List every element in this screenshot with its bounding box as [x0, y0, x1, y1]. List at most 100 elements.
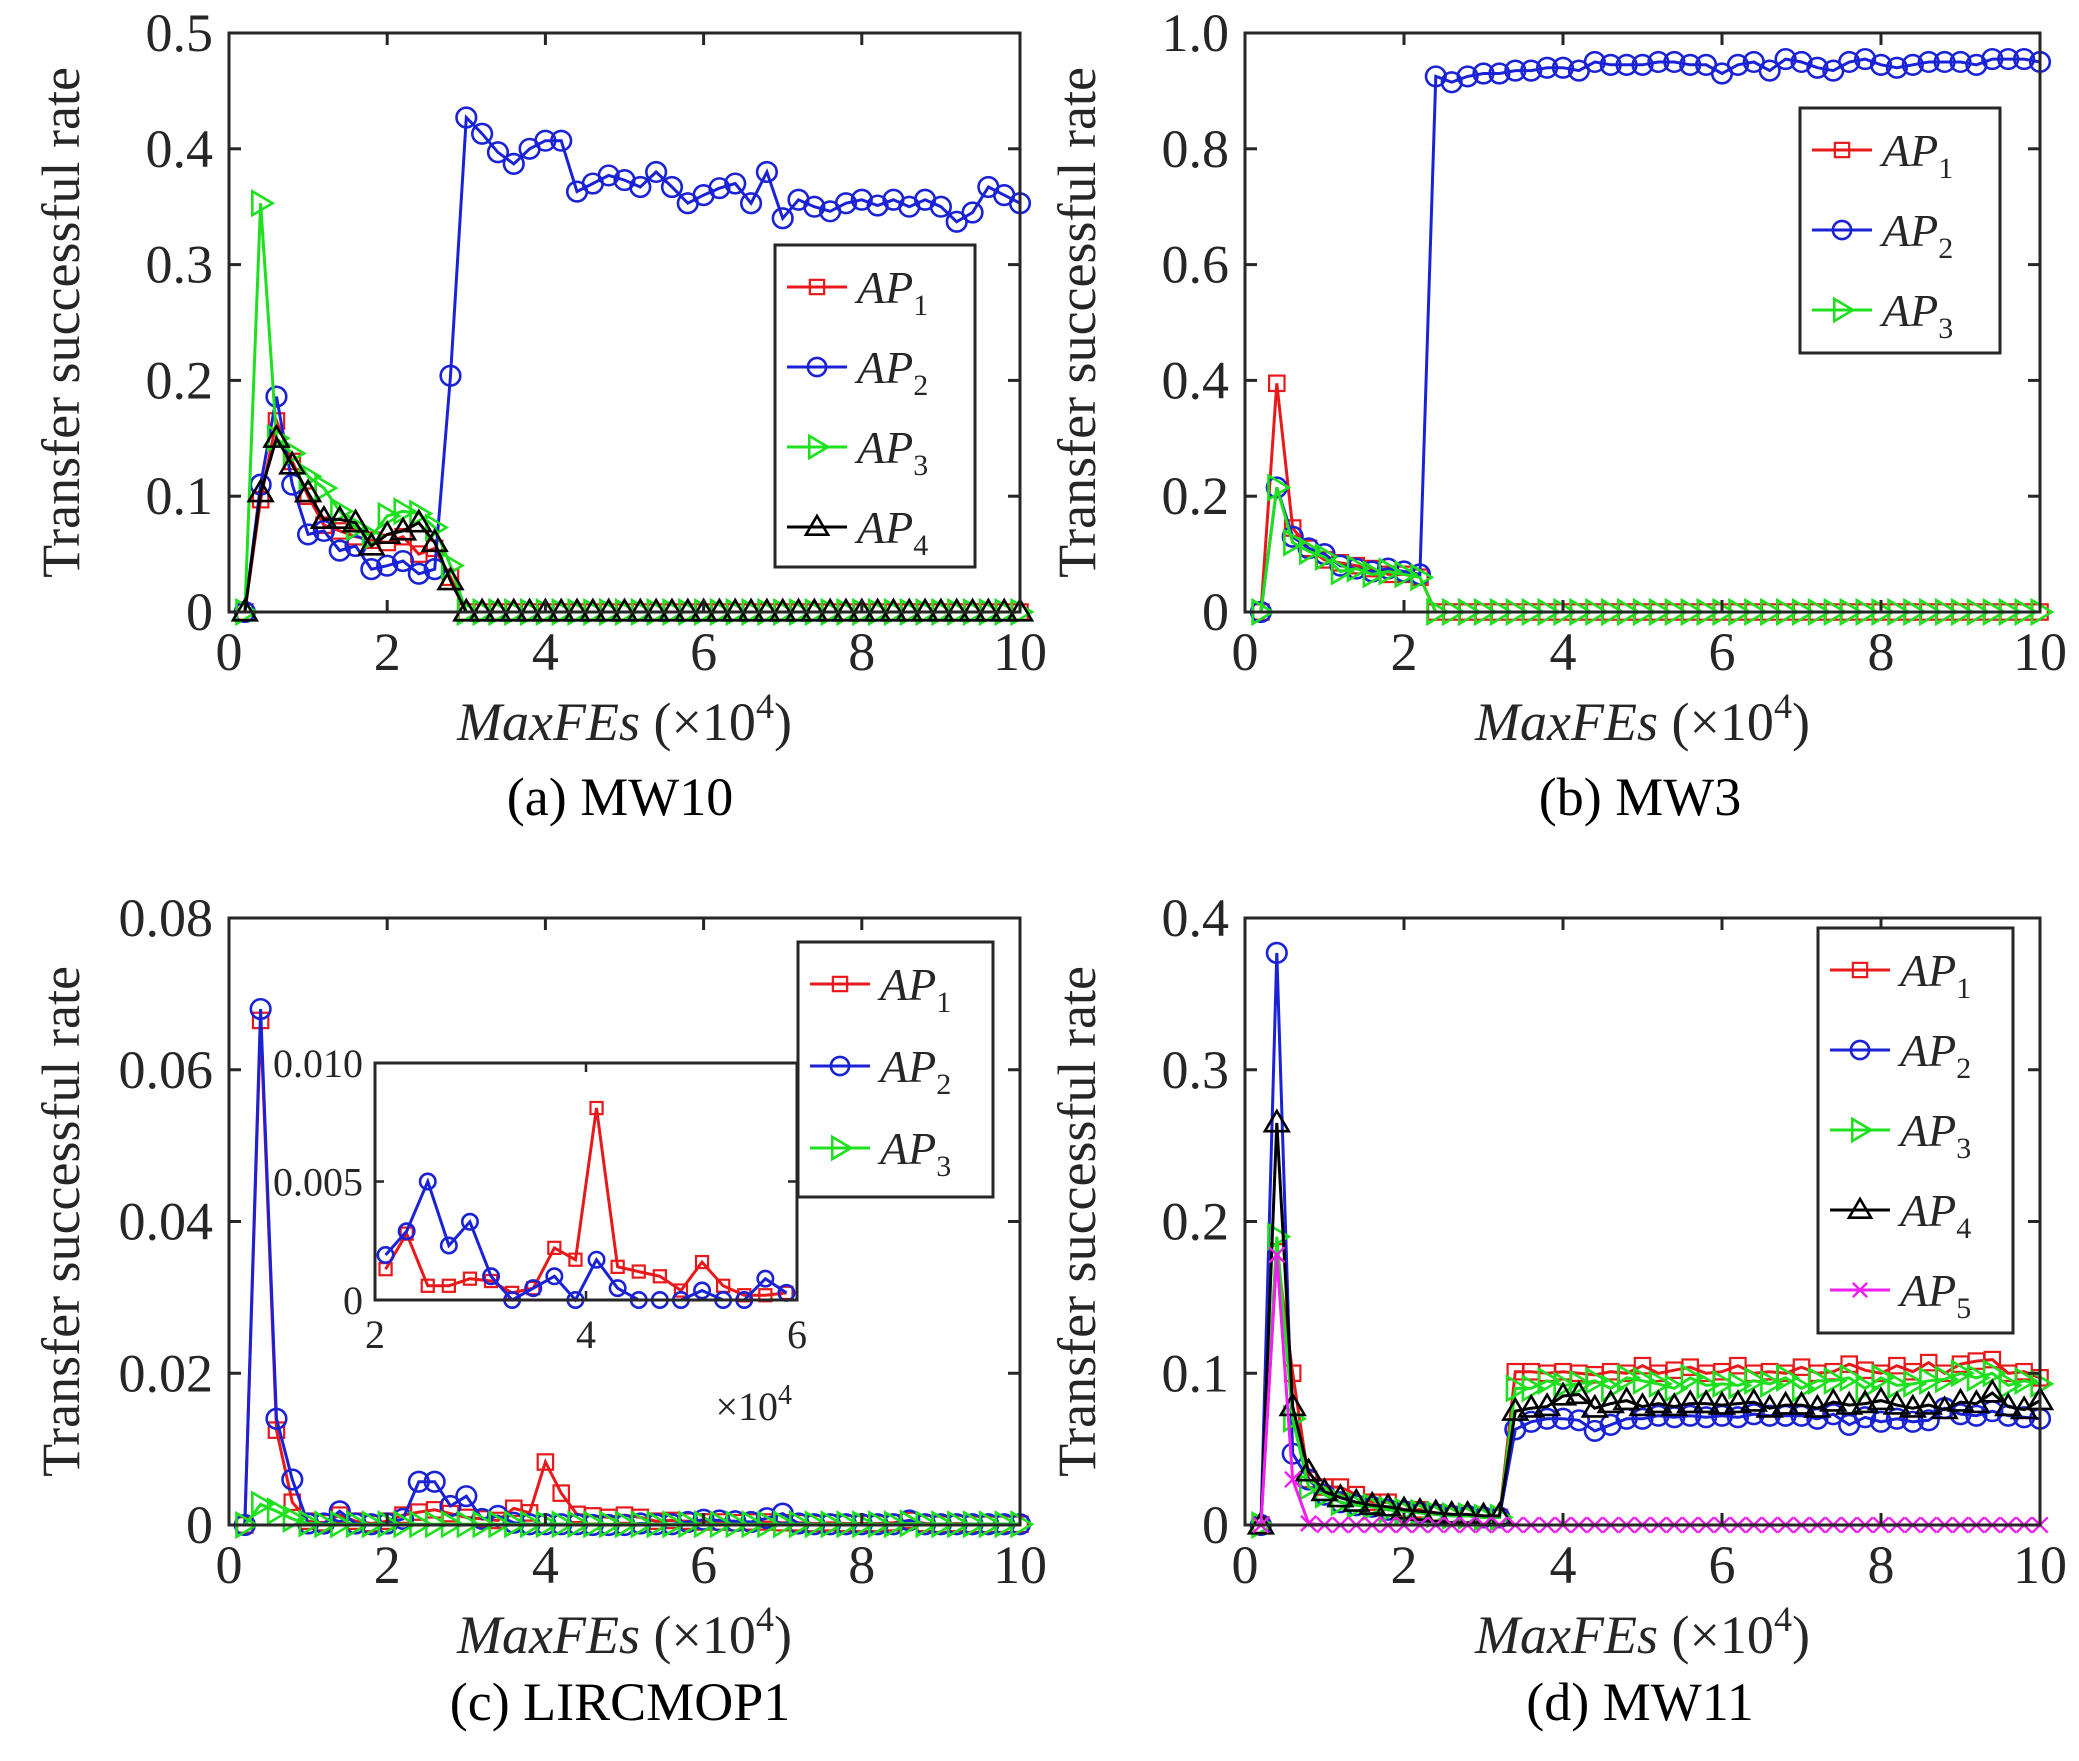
data-point-b-1 [1679, 53, 1702, 76]
data-point-a-3 [910, 597, 940, 622]
data-point-a-3 [673, 597, 702, 622]
inset-chart: 2 4 6 0 0.005 0.010 ×104 [273, 1041, 807, 1429]
legend-label: AP4 [854, 502, 928, 562]
data-point-a-1 [708, 177, 731, 200]
x-tick-label: 2 [374, 1535, 401, 1595]
data-point-d-3 [1517, 1393, 1546, 1418]
data-point-a-3 [341, 508, 370, 533]
data-point-inset-0 [441, 1278, 456, 1293]
x-tick-label: 2 [374, 622, 401, 682]
data-point-a-3 [499, 597, 528, 622]
data-point-d-2 [1982, 1359, 2007, 1388]
data-point-a-3 [721, 597, 750, 622]
data-point-inset-1 [693, 1281, 712, 1300]
data-point-a-2 [377, 501, 402, 531]
data-point-d-2 [1696, 1371, 1721, 1400]
data-point-d-3 [1310, 1477, 1339, 1502]
data-point-b-2 [1298, 537, 1324, 566]
y-tick-label: 0.06 [119, 1040, 214, 1100]
data-point-d-1 [1551, 1407, 1575, 1430]
legend-entry-2: AP3 [787, 422, 928, 482]
data-point-d-3 [1453, 1499, 1482, 1525]
data-point-a-3 [705, 597, 734, 622]
data-point-c-1 [471, 1507, 494, 1531]
y-axis-label: Transfer successful rate [1047, 966, 1107, 1477]
data-point-a-3 [309, 504, 339, 529]
x-tick-label: 0 [216, 622, 243, 682]
data-point-a-3 [736, 597, 766, 622]
data-point-b-1 [1726, 53, 1749, 76]
data-point-d-3 [1246, 1510, 1276, 1535]
data-point-d-2 [1648, 1369, 1673, 1399]
series-line-b-2 [1259, 487, 2040, 614]
data-point-inset-0 [547, 1240, 562, 1256]
data-point-d-2 [1839, 1363, 1864, 1392]
data-point-c-1 [423, 1470, 446, 1493]
data-point-d-3 [1405, 1496, 1435, 1521]
data-point-d-4 [1284, 1470, 1302, 1489]
legend-label: AP1 [877, 959, 951, 1019]
chart-panel-d: 0 2 4 6 8 10 0 0.1 0.2 0.3 0.4 Transfer successful … [1047, 888, 2067, 1732]
data-point-a-3 [278, 450, 307, 475]
legend-label: AP3 [877, 1123, 951, 1183]
legend-label: AP2 [854, 342, 928, 402]
x-axis-label: MaxFEs (×104) [456, 1599, 792, 1665]
data-point-d-2 [1712, 1369, 1737, 1399]
data-point-d-3 [1723, 1389, 1753, 1414]
data-point-a-2 [251, 189, 276, 218]
data-point-a-1 [645, 160, 668, 184]
data-point-c-2 [298, 1509, 323, 1538]
data-point-a-1 [834, 192, 858, 215]
data-point-d-1 [1901, 1410, 1924, 1433]
legend-entry-0: AP1 [1830, 945, 1971, 1005]
data-point-d-1 [1265, 941, 1288, 965]
x-tick-label: 6 [1709, 622, 1736, 682]
panel-caption: (d) MW11 [1526, 1672, 1753, 1732]
data-point-a-3 [420, 528, 449, 553]
y-axis-label: Transfer successful rate [1047, 67, 1107, 578]
legend-marker [1833, 141, 1851, 159]
data-point-a-2 [361, 522, 386, 551]
x-tick-label: 8 [848, 1535, 875, 1595]
chart-panel-a: 0 2 4 6 8 10 0 0.1 0.2 0.3 0.4 0.5 Transfer successf… [31, 3, 1047, 827]
data-point-inset-1 [397, 1222, 416, 1241]
legend-marker [1832, 296, 1856, 324]
data-point-a-3 [990, 597, 1019, 622]
data-point-c-0 [552, 1484, 571, 1502]
data-point-d-2 [1807, 1366, 1832, 1396]
data-point-a-1 [391, 549, 415, 573]
x-tick-label: 10 [2013, 622, 2067, 682]
inset-y-tick-label: 0.010 [273, 1041, 363, 1086]
legend-marker [1852, 1282, 1868, 1298]
legend-label: AP1 [1879, 125, 1953, 185]
data-point-b-1 [1535, 56, 1559, 79]
data-point-a-3 [578, 597, 608, 622]
data-point-d-3 [1819, 1387, 1848, 1412]
data-point-a-3 [467, 597, 497, 622]
x-tick-label: 6 [1709, 1535, 1736, 1595]
data-point-inset-1 [756, 1269, 775, 1288]
data-point-c-1 [265, 1407, 288, 1430]
inset-y-tick-label: 0 [343, 1278, 363, 1323]
legend-marker [806, 356, 828, 378]
data-point-d-2 [1664, 1374, 1689, 1403]
y-axis-label: Transfer successful rate [31, 966, 91, 1477]
y-tick-label: 0 [186, 1495, 213, 1555]
data-point-b-1 [1853, 47, 1877, 71]
data-point-inset-0 [420, 1278, 435, 1293]
data-point-inset-0 [652, 1269, 667, 1284]
data-point-d-1 [1631, 1407, 1654, 1430]
series-line-b-1 [1259, 57, 2041, 613]
data-point-a-1 [360, 558, 383, 581]
legend-marker [808, 278, 826, 296]
y-tick-label: 0.5 [146, 3, 214, 63]
data-point-b-2 [1362, 560, 1387, 589]
x-tick-label: 8 [1868, 622, 1895, 682]
data-point-d-1 [1885, 1407, 1908, 1430]
data-point-a-3 [262, 423, 291, 448]
data-point-inset-1 [460, 1212, 479, 1231]
data-point-d-3 [1628, 1392, 1657, 1417]
x-tick-label: 8 [1868, 1535, 1895, 1595]
legend-entry-1: AP2 [787, 342, 928, 402]
